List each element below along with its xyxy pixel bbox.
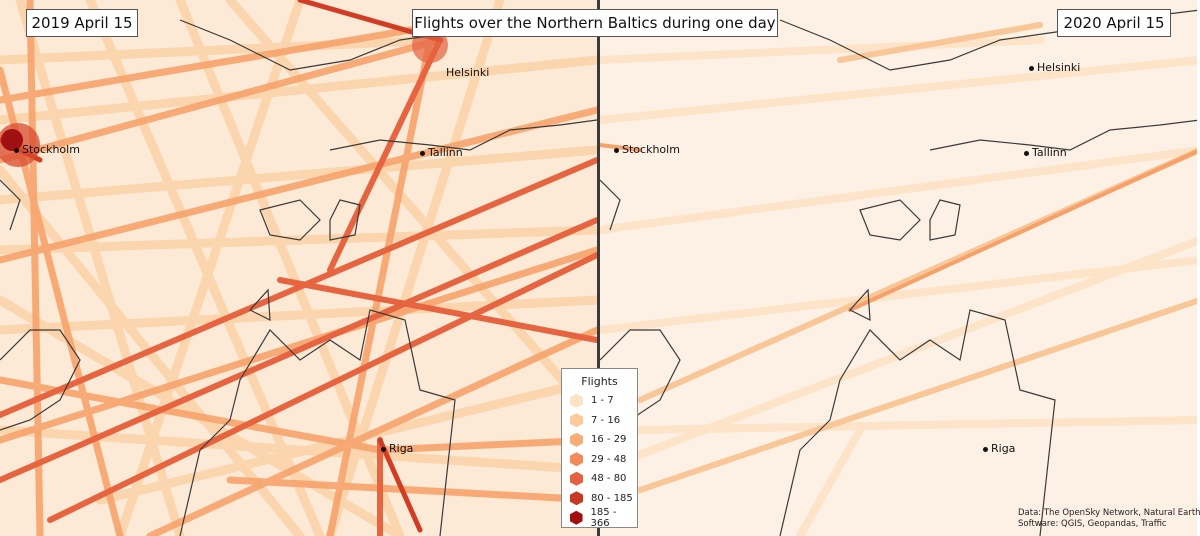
map-panel-2020 <box>600 0 1197 536</box>
flight-density-map-2019 <box>0 0 597 536</box>
city-name: Stockholm <box>622 143 680 156</box>
legend-item: 7 - 16 <box>562 411 637 431</box>
hexagon-swatch-icon <box>570 491 583 506</box>
credits-data-line: Data: The OpenSky Network, Natural Earth <box>1018 508 1200 518</box>
panel-divider <box>597 0 600 536</box>
map-title: Flights over the Northern Baltics during… <box>412 9 778 37</box>
city-name: Tallinn <box>428 146 463 159</box>
legend-item-label: 185 - 366 <box>590 506 617 529</box>
legend-item-label: 7 - 16 <box>591 414 621 426</box>
city-dot-icon <box>1024 150 1029 156</box>
city-dot-icon <box>983 446 988 452</box>
legend-item: 80 - 185 <box>562 489 637 509</box>
city-name: Riga <box>389 442 414 455</box>
city-label-riga: Riga <box>381 442 413 455</box>
flights-legend: Flights 1 - 7 7 - 16 16 - 29 29 - 48 48 - 80… <box>561 368 638 529</box>
hexagon-swatch-icon <box>570 413 583 428</box>
city-label-tallinn: Tallinn <box>420 146 463 159</box>
legend-item-label: 1 - 7 <box>591 395 614 407</box>
city-dot-icon <box>420 150 425 156</box>
city-label-riga-2020: Riga <box>983 442 1015 455</box>
hexagon-swatch-icon <box>570 393 583 408</box>
legend-item-label: 16 - 29 <box>591 434 627 446</box>
legend-item: 48 - 80 <box>562 469 637 489</box>
legend-item: 16 - 29 <box>562 430 637 450</box>
city-name: Stockholm <box>22 143 80 156</box>
legend-item-label: 29 - 48 <box>591 453 627 465</box>
city-dot-icon <box>14 147 19 153</box>
city-label-stockholm-2020: Stockholm <box>614 143 680 156</box>
date-label-2019: 2019 April 15 <box>26 9 138 37</box>
city-label-tallinn-2020: Tallinn <box>1024 146 1067 159</box>
city-name: Riga <box>991 442 1016 455</box>
city-dot-icon <box>1029 65 1034 71</box>
city-label-helsinki-2020: Helsinki <box>1029 61 1080 74</box>
legend-items: 1 - 7 7 - 16 16 - 29 29 - 48 48 - 80 80 - 185… <box>562 391 637 529</box>
city-dot-icon <box>381 446 386 452</box>
data-credits: Data: The OpenSky Network, Natural Earth… <box>1018 508 1200 530</box>
legend-item: 185 - 366 <box>562 506 637 529</box>
city-name: Tallinn <box>1032 146 1067 159</box>
legend-item: 1 - 7 <box>562 391 637 411</box>
city-label-stockholm: Stockholm <box>14 143 80 156</box>
city-label-helsinki: Helsinki <box>446 66 489 79</box>
city-dot-icon <box>614 147 619 153</box>
date-label-2020: 2020 April 15 <box>1057 9 1171 37</box>
legend-title: Flights <box>581 375 618 388</box>
map-panel-2019 <box>0 0 597 536</box>
hexagon-swatch-icon <box>570 432 583 447</box>
hexagon-swatch-icon <box>570 471 583 486</box>
hexagon-swatch-icon <box>570 452 583 467</box>
legend-item: 29 - 48 <box>562 450 637 470</box>
flight-density-map-2020 <box>600 0 1197 536</box>
city-name: Helsinki <box>1037 61 1081 74</box>
hexagon-swatch-icon <box>570 510 583 525</box>
legend-item-label: 48 - 80 <box>591 473 627 485</box>
legend-item-label: 80 - 185 <box>591 492 633 504</box>
credits-software-line: Software: QGIS, Geopandas, Traffic <box>1018 519 1167 529</box>
city-name: Helsinki <box>446 66 490 79</box>
